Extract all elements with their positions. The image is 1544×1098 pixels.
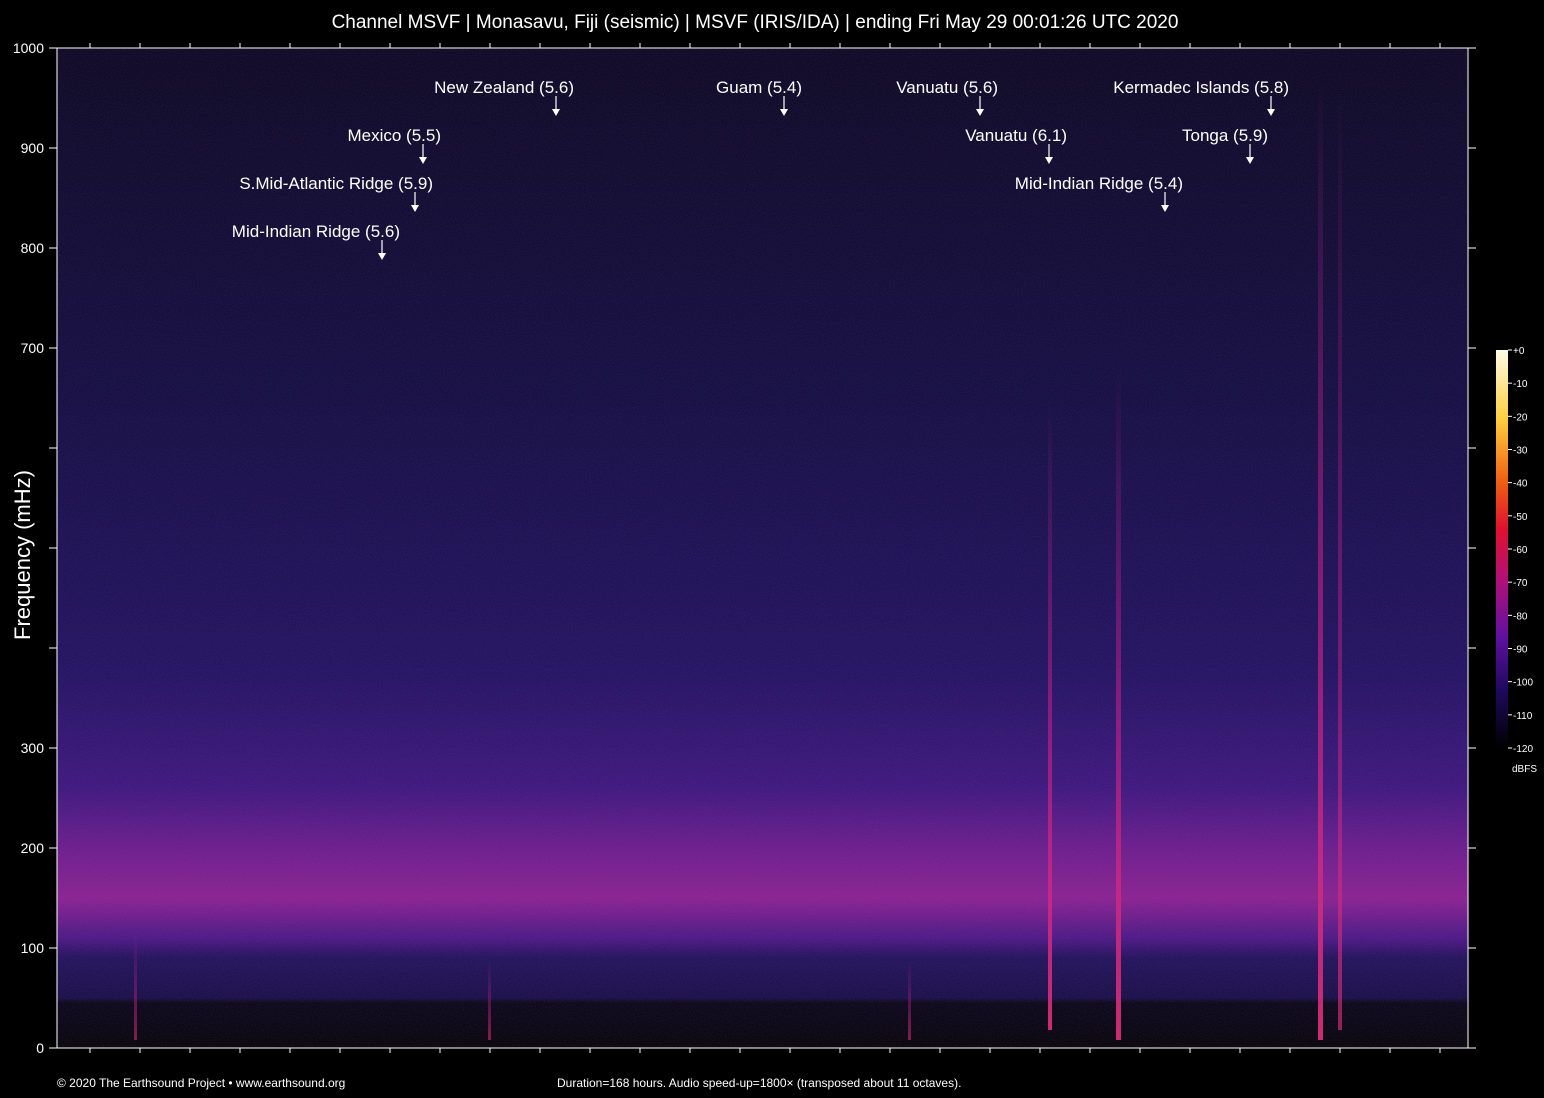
colorbar-label: dBFS [1512, 764, 1537, 775]
y-tick-label: 0 [36, 1040, 44, 1056]
colorbar-tick-label: -10 [1513, 379, 1528, 390]
annotation: Vanuatu (5.6) [896, 78, 998, 97]
annotation: Kermadec Islands (5.8) [1113, 78, 1289, 97]
y-tick-label: 700 [21, 340, 45, 356]
spectrogram [57, 48, 1468, 1048]
annotation-arrowhead [1246, 157, 1254, 164]
annotation-arrowhead [976, 109, 984, 116]
annotation-arrowhead [378, 253, 386, 260]
annotation: Tonga (5.9) [1182, 126, 1268, 145]
colorbar-tick-label: -120 [1513, 744, 1533, 755]
colorbar-tick-label: +0 [1513, 346, 1525, 357]
annotation: Mid-Indian Ridge (5.4) [1015, 174, 1183, 193]
annotation-arrowhead [552, 109, 560, 116]
credit: © 2020 The Earthsound Project • www.eart… [57, 1076, 345, 1090]
annotation-arrowhead [1045, 157, 1053, 164]
annotation-arrowhead [1267, 109, 1275, 116]
colorbar-tick-label: -30 [1513, 446, 1528, 457]
y-tick-label: 1000 [13, 40, 44, 56]
annotation-arrowhead [411, 205, 419, 212]
note: Duration=168 hours. Audio speed-up=1800×… [557, 1076, 961, 1090]
annotation: New Zealand (5.6) [434, 78, 574, 97]
colorbar-tick-label: -90 [1513, 645, 1528, 656]
annotation: Vanuatu (6.1) [965, 126, 1067, 145]
colorbar [1496, 350, 1508, 748]
annotation: Guam (5.4) [716, 78, 802, 97]
chart-title: Channel MSVF | Monasavu, Fiji (seismic) … [332, 12, 1179, 33]
colorbar-tick-label: -50 [1513, 512, 1528, 523]
annotation: Mid-Indian Ridge (5.6) [232, 222, 400, 241]
colorbar-tick-label: -80 [1513, 611, 1528, 622]
colorbar-tick-label: -20 [1513, 412, 1528, 423]
colorbar-tick-label: -110 [1513, 711, 1533, 722]
colorbar-tick-label: -40 [1513, 479, 1528, 490]
colorbar-tick-label: -70 [1513, 578, 1528, 589]
y-axis-label: Frequency (mHz) [10, 470, 35, 640]
colorbar-tick-label: -60 [1513, 545, 1528, 556]
colorbar-tick-label: -100 [1513, 678, 1533, 689]
y-tick-label: 900 [21, 140, 45, 156]
annotation: S.Mid-Atlantic Ridge (5.9) [239, 174, 433, 193]
annotation: Mexico (5.5) [347, 126, 441, 145]
y-tick-label: 300 [21, 740, 45, 756]
y-tick-label: 800 [21, 240, 45, 256]
y-tick-label: 200 [21, 840, 45, 856]
annotation-arrowhead [780, 109, 788, 116]
annotation-arrowhead [419, 157, 427, 164]
annotation-arrowhead [1161, 205, 1169, 212]
y-tick-label: 100 [21, 940, 45, 956]
